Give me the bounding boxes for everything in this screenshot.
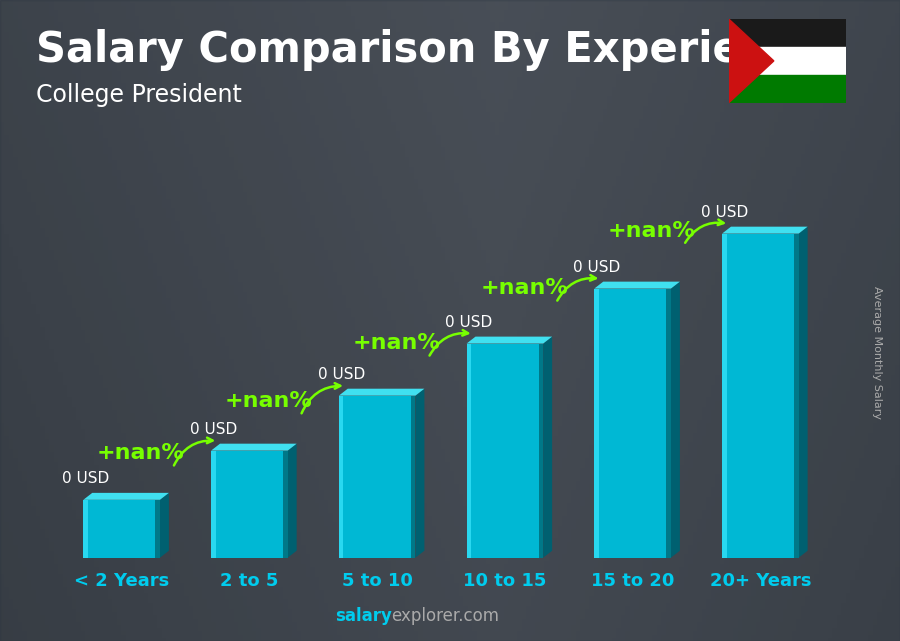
Polygon shape: [84, 500, 88, 558]
Polygon shape: [84, 500, 160, 558]
Polygon shape: [156, 500, 160, 558]
Polygon shape: [722, 233, 798, 558]
Polygon shape: [544, 337, 552, 558]
Text: 0 USD: 0 USD: [573, 260, 620, 275]
Text: Salary Comparison By Experience: Salary Comparison By Experience: [36, 29, 824, 71]
Text: 0 USD: 0 USD: [318, 367, 365, 382]
Polygon shape: [466, 337, 552, 344]
Text: salary: salary: [335, 607, 392, 625]
Text: 0 USD: 0 USD: [446, 315, 492, 329]
Polygon shape: [212, 451, 288, 558]
Text: Average Monthly Salary: Average Monthly Salary: [872, 286, 883, 419]
Polygon shape: [666, 288, 670, 558]
Polygon shape: [794, 233, 798, 558]
Polygon shape: [338, 388, 425, 395]
Polygon shape: [212, 451, 216, 558]
Polygon shape: [160, 493, 169, 558]
Polygon shape: [670, 281, 680, 558]
Polygon shape: [338, 395, 416, 558]
Text: 0 USD: 0 USD: [190, 422, 238, 437]
Polygon shape: [538, 344, 544, 558]
Polygon shape: [798, 227, 807, 558]
Text: +nan%: +nan%: [481, 278, 568, 299]
Text: +nan%: +nan%: [97, 444, 184, 463]
Polygon shape: [284, 451, 288, 558]
Polygon shape: [722, 227, 807, 233]
Polygon shape: [411, 395, 416, 558]
Polygon shape: [84, 493, 169, 500]
Bar: [729, 19, 846, 47]
Polygon shape: [212, 444, 297, 451]
Bar: [729, 75, 846, 103]
Polygon shape: [594, 281, 680, 288]
Text: College President: College President: [36, 83, 242, 107]
Polygon shape: [338, 395, 344, 558]
Text: +nan%: +nan%: [353, 333, 440, 353]
Polygon shape: [594, 288, 670, 558]
Text: 0 USD: 0 USD: [701, 204, 748, 220]
Text: explorer.com: explorer.com: [392, 607, 500, 625]
Text: +nan%: +nan%: [608, 221, 696, 240]
Polygon shape: [594, 288, 598, 558]
Polygon shape: [288, 444, 297, 558]
Polygon shape: [466, 344, 544, 558]
Bar: [729, 47, 846, 75]
Text: 0 USD: 0 USD: [62, 471, 110, 486]
Polygon shape: [722, 233, 726, 558]
Polygon shape: [466, 344, 471, 558]
Text: +nan%: +nan%: [225, 391, 312, 412]
Polygon shape: [729, 19, 774, 103]
Polygon shape: [416, 388, 425, 558]
